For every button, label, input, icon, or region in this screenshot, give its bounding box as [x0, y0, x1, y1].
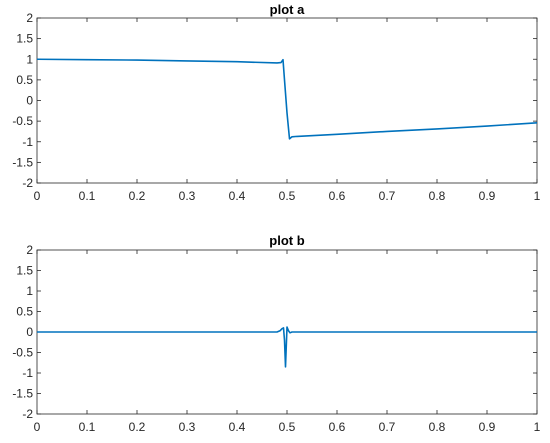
- y-tick-label: -1.5: [12, 155, 33, 169]
- x-tick-label: 0.4: [229, 189, 246, 203]
- y-tick-label: 2: [26, 243, 33, 257]
- y-tick-label: 0: [26, 325, 33, 339]
- x-tick-label: 0.8: [429, 189, 446, 203]
- y-tick-label: -0.5: [12, 114, 33, 128]
- x-tick-label: 0.4: [229, 420, 246, 434]
- y-tick-label: 2: [26, 11, 33, 25]
- x-tick-label: 0.7: [379, 420, 396, 434]
- y-tick-label: 0.5: [16, 305, 33, 319]
- y-tick-label: -1: [22, 135, 33, 149]
- line-series: [36, 58, 538, 140]
- x-tick-label: 1: [534, 420, 541, 434]
- y-tick-label: -2: [22, 176, 33, 190]
- x-tick-label: 1: [534, 189, 541, 203]
- plot-title: plot b: [269, 233, 304, 248]
- y-tick-label: -1: [22, 366, 33, 380]
- subplot-b: 0 0.1 0.2 0.3 0.4 0.5 0.6 0.7 0.8 0.9 1 2 1.5 1 0.5 0 -0…: [12, 233, 540, 434]
- plot-title: plot a: [270, 2, 305, 17]
- y-tick-label: -2: [22, 407, 33, 421]
- x-tick-label: 0.1: [79, 420, 96, 434]
- y-tick-label: 0.5: [16, 73, 33, 87]
- x-tick-label: 0.2: [129, 420, 146, 434]
- y-tick-label: -0.5: [12, 346, 33, 360]
- x-tick-label: 0: [34, 189, 41, 203]
- y-tick-label: -1.5: [12, 387, 33, 401]
- y-tick-label: 1: [26, 284, 33, 298]
- x-tick-label: 0.3: [179, 189, 196, 203]
- x-tick-label: 0.9: [479, 420, 496, 434]
- line-series: [37, 326, 537, 368]
- x-tick-label: 0.1: [79, 189, 96, 203]
- x-tick-label: 0.6: [329, 189, 346, 203]
- x-tick-label: 0.9: [479, 189, 496, 203]
- y-tick-label: 1.5: [16, 32, 33, 46]
- x-tick-label: 0.8: [429, 420, 446, 434]
- axes-box: [36, 17, 538, 184]
- y-tick-label: 0: [26, 94, 33, 108]
- x-tick-label: 0.2: [129, 189, 146, 203]
- x-tick-label: 0.5: [279, 420, 296, 434]
- x-tick-label: 0.5: [279, 189, 296, 203]
- x-tick-label: 0.3: [179, 420, 196, 434]
- subplot-a: 0 0.1 0.2 0.3 0.4 0.5 0.6 0.7 0.8 0.9 1 2 1.5 1 0.5 0 -0…: [12, 2, 540, 203]
- x-tick-label: 0: [34, 420, 41, 434]
- x-tick-label: 0.7: [379, 189, 396, 203]
- x-tick-label: 0.6: [329, 420, 346, 434]
- y-tick-label: 1.5: [16, 264, 33, 278]
- y-tick-label: 1: [26, 52, 33, 66]
- ticks: 0 0.1 0.2 0.3 0.4 0.5 0.6 0.7 0.8 0.9 1 2 1.5 1 0.5 0 -0…: [12, 11, 540, 203]
